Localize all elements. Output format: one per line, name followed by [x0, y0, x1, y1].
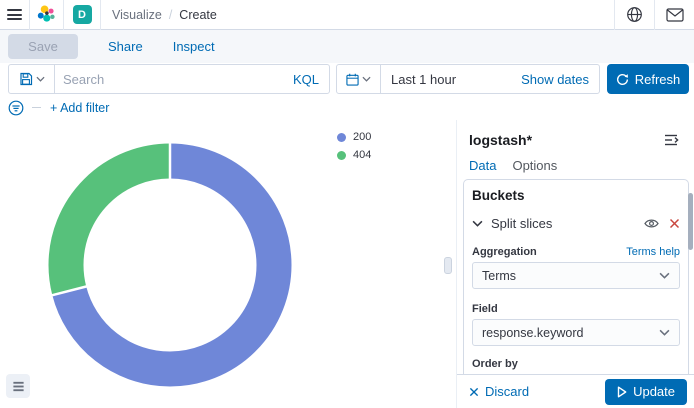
collapse-sidebar-icon[interactable]: [664, 133, 680, 147]
chevron-down-icon: [35, 76, 45, 82]
help-button[interactable]: [615, 0, 654, 30]
date-quick-menu-button[interactable]: [337, 65, 381, 93]
search-input[interactable]: [55, 71, 283, 87]
saved-query-menu-button[interactable]: [9, 65, 55, 93]
terms-help-link[interactable]: Terms help: [626, 246, 680, 258]
field-label: Field: [472, 303, 498, 315]
legend-dot: [337, 132, 346, 142]
space-selector[interactable]: D: [64, 5, 100, 24]
save-icon: [19, 72, 32, 86]
toggle-visibility-button[interactable]: [634, 218, 659, 229]
field-value: response.keyword: [482, 325, 584, 340]
time-range-value[interactable]: Last 1 hour: [391, 71, 457, 87]
header-divider: [29, 0, 30, 30]
refresh-button[interactable]: Refresh: [607, 64, 689, 94]
buckets-panel: Buckets Split slices: [463, 179, 689, 374]
legend-item[interactable]: 200: [337, 128, 371, 146]
filter-bar: + Add filter: [0, 95, 694, 120]
header-divider: [63, 0, 64, 30]
chevron-down-icon: [659, 329, 670, 336]
space-badge: D: [72, 5, 92, 24]
inspect-button[interactable]: Inspect: [172, 39, 215, 54]
visualize-toolbar: Save Share Inspect: [0, 30, 694, 63]
chevron-down-icon: [472, 220, 483, 227]
close-icon: [669, 218, 680, 228]
legend-dot: [337, 150, 346, 160]
add-filter-button[interactable]: + Add filter: [50, 100, 110, 115]
chevron-down-icon: [362, 76, 371, 82]
search-box: KQL: [8, 64, 330, 94]
panel-resize-handle[interactable]: [444, 257, 452, 274]
mail-icon: [665, 7, 684, 22]
tab-data[interactable]: Data: [469, 154, 497, 181]
split-slices-accordion[interactable]: Split slices: [472, 210, 680, 236]
filter-bar-divider: [32, 107, 41, 108]
vis-editor-sidebar: logstash* Data Options Buckets: [456, 120, 694, 408]
query-language-button[interactable]: KQL: [292, 71, 319, 87]
eye-icon: [644, 219, 659, 227]
list-icon: [12, 381, 24, 391]
show-dates-button[interactable]: Show dates: [521, 71, 589, 87]
aggregation-value: Terms: [482, 268, 517, 283]
sidebar-scrollbar[interactable]: [688, 193, 693, 250]
remove-bucket-button[interactable]: [659, 218, 680, 229]
split-slices-label: Split slices: [491, 215, 553, 231]
chart-legend: 200 404: [337, 128, 371, 164]
header-divider: [614, 0, 615, 30]
field-select[interactable]: response.keyword: [472, 319, 680, 346]
breadcrumb-separator: [169, 8, 172, 22]
aggregation-select[interactable]: Terms: [472, 262, 680, 289]
update-label: Update: [633, 384, 675, 399]
breadcrumb: Visualize Create: [112, 8, 217, 22]
sidebar-action-bar: Discard Update: [457, 374, 694, 408]
buckets-heading: Buckets: [472, 188, 525, 203]
chevron-down-icon: [659, 272, 670, 279]
header-divider: [100, 0, 101, 30]
query-bar: KQL Last 1 hour Show dates: [0, 63, 694, 95]
breadcrumb-visualize[interactable]: Visualize: [112, 7, 162, 22]
refresh-label: Refresh: [634, 71, 681, 87]
hamburger-menu-icon[interactable]: [0, 0, 29, 30]
date-picker: Last 1 hour Show dates: [336, 64, 600, 94]
share-button[interactable]: Share: [108, 39, 143, 54]
visualization-canvas: 200 404 logstash* Data O: [0, 120, 694, 408]
discard-label: Discard: [485, 384, 530, 399]
legend-toggle-button[interactable]: [6, 374, 30, 398]
aggregation-label: Aggregation: [472, 246, 537, 258]
play-icon: [617, 386, 627, 397]
donut-chart-container: [48, 142, 292, 387]
header-divider: [654, 0, 655, 30]
legend-item[interactable]: 404: [337, 146, 371, 164]
sidebar-tabs: Data Options: [457, 154, 694, 181]
newsfeed-button[interactable]: [655, 0, 694, 30]
donut-chart[interactable]: [48, 142, 292, 387]
index-pattern-title: logstash*: [469, 132, 533, 148]
elastic-logo[interactable]: [30, 4, 63, 25]
filter-options-button[interactable]: [8, 100, 24, 116]
breadcrumb-create: Create: [179, 7, 217, 22]
hamburger-glyph: [7, 7, 22, 23]
refresh-icon: [616, 73, 628, 85]
elastic-logo-icon: [37, 5, 55, 22]
discard-button[interactable]: Discard: [469, 384, 529, 399]
save-button[interactable]: Save: [8, 34, 78, 59]
order-by-label: Order by: [472, 358, 518, 370]
close-icon: [469, 387, 479, 396]
calendar-icon: [346, 73, 359, 86]
top-navbar: D Visualize Create: [0, 0, 694, 30]
update-button[interactable]: Update: [605, 378, 687, 405]
tab-options[interactable]: Options: [512, 158, 558, 173]
filter-circle-icon: [8, 100, 24, 115]
globe-icon: [627, 7, 642, 22]
legend-label: 404: [353, 149, 372, 161]
legend-label: 200: [353, 131, 372, 143]
